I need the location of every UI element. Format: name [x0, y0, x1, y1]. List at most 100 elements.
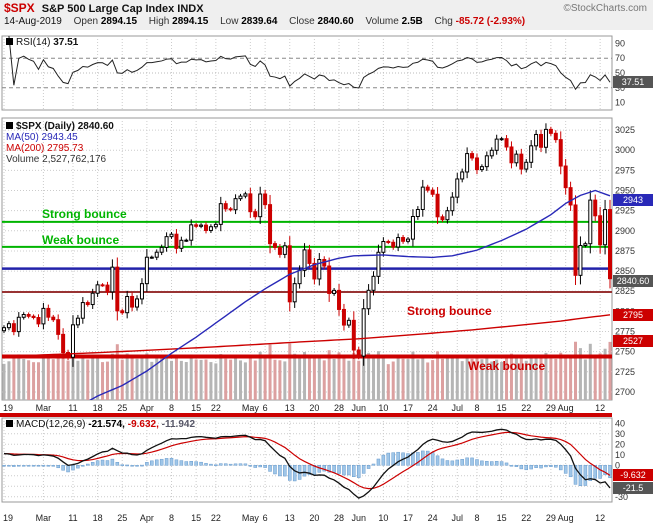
svg-text:20: 20	[615, 439, 625, 449]
ma50-value-box: 2943	[613, 194, 653, 206]
svg-text:25: 25	[117, 403, 127, 413]
svg-text:50: 50	[615, 68, 625, 78]
svg-text:8: 8	[169, 513, 174, 523]
annotation-weak-bounce-red: Weak bounce	[468, 359, 546, 373]
svg-text:28: 28	[334, 513, 344, 523]
svg-text:8: 8	[474, 403, 479, 413]
svg-text:19: 19	[3, 403, 13, 413]
svg-text:2975: 2975	[615, 165, 635, 175]
svg-text:8: 8	[169, 403, 174, 413]
header-quote-row: 14-Aug-2019 Open 2894.15 High 2894.15 Lo…	[4, 16, 652, 27]
chart-date: 14-Aug-2019	[4, 16, 62, 27]
quote-open: Open 2894.15	[73, 16, 138, 27]
svg-text:24: 24	[428, 513, 438, 523]
annotation-strong-bounce-green: Strong bounce	[42, 207, 127, 221]
spx-series-icon	[6, 122, 13, 129]
svg-text:3025: 3025	[615, 125, 635, 135]
price-legend: $SPX (Daily) 2840.60 MA(50) 2943.45 MA(2…	[6, 121, 114, 165]
svg-text:Jun: Jun	[351, 513, 366, 523]
rsi-label: RSI(14)	[16, 37, 51, 48]
svg-text:2925: 2925	[615, 206, 635, 216]
macd-label: MACD(12,26,9)	[16, 419, 86, 430]
symbol-label: $SPX	[4, 1, 35, 15]
svg-text:Aug: Aug	[558, 403, 574, 413]
rsi-value: 37.51	[53, 37, 79, 48]
quote-high: High 2894.15	[148, 16, 209, 27]
macd-signal-value: -9.632,	[127, 419, 159, 430]
svg-text:30: 30	[615, 429, 625, 439]
svg-text:18: 18	[93, 513, 103, 523]
index-title: S&P 500 Large Cap Index INDX	[41, 3, 204, 15]
svg-text:May: May	[242, 403, 260, 413]
svg-text:2900: 2900	[615, 226, 635, 236]
macd-hist-value: -11.942	[161, 419, 196, 430]
svg-text:2825: 2825	[615, 286, 635, 296]
ma200-legend: MA(200) 2795.73	[6, 143, 84, 154]
svg-text:29: 29	[546, 513, 556, 523]
rsi-legend: RSI(14) 37.51	[6, 37, 78, 48]
svg-text:2950: 2950	[615, 186, 635, 196]
red-divider-line	[0, 413, 612, 417]
svg-text:13: 13	[285, 513, 295, 523]
ma50-legend: MA(50) 2943.45	[6, 132, 78, 143]
svg-text:12: 12	[595, 403, 605, 413]
stockcharts-brand: ©StockCharts.com	[563, 3, 647, 14]
svg-text:Jul: Jul	[452, 513, 464, 523]
svg-text:22: 22	[521, 513, 531, 523]
svg-text:3000: 3000	[615, 145, 635, 155]
svg-text:22: 22	[211, 513, 221, 523]
annotation-weak-bounce-green: Weak bounce	[42, 233, 120, 247]
svg-text:20: 20	[309, 403, 319, 413]
svg-text:25: 25	[117, 513, 127, 523]
svg-text:10: 10	[615, 98, 625, 108]
svg-text:6: 6	[263, 513, 268, 523]
svg-text:22: 22	[521, 403, 531, 413]
svg-text:Mar: Mar	[36, 403, 52, 413]
svg-text:15: 15	[497, 513, 507, 523]
svg-text:10: 10	[378, 513, 388, 523]
svg-text:90: 90	[615, 38, 625, 48]
svg-text:-30: -30	[615, 492, 628, 502]
svg-text:8: 8	[474, 513, 479, 523]
svg-text:15: 15	[191, 513, 201, 523]
svg-text:2700: 2700	[615, 387, 635, 397]
quote-close: Close 2840.60	[289, 16, 354, 27]
svg-text:2875: 2875	[615, 246, 635, 256]
macd-line-value: -21.574,	[88, 419, 125, 430]
quote-low: Low 2839.64	[220, 16, 278, 27]
volume-value-box: 2527	[613, 335, 653, 347]
header-title-row: $SPX S&P 500 Large Cap Index INDX ©Stock…	[4, 1, 649, 15]
svg-text:10: 10	[378, 403, 388, 413]
svg-text:2750: 2750	[615, 347, 635, 357]
svg-text:20: 20	[309, 513, 319, 523]
svg-text:19: 19	[3, 513, 13, 523]
chart-header: $SPX S&P 500 Large Cap Index INDX ©Stock…	[0, 0, 653, 30]
macd-legend: MACD(12,26,9) -21.574, -9.632, -11.942	[6, 419, 195, 430]
svg-text:28: 28	[334, 403, 344, 413]
svg-text:17: 17	[403, 403, 413, 413]
svg-text:70: 70	[615, 53, 625, 63]
svg-text:11: 11	[68, 513, 77, 523]
svg-text:2725: 2725	[615, 367, 635, 377]
svg-text:40: 40	[615, 418, 625, 428]
svg-text:22: 22	[211, 403, 221, 413]
svg-text:Apr: Apr	[140, 513, 154, 523]
svg-text:Jun: Jun	[351, 403, 366, 413]
macd-signal-value-box: -9.632	[613, 469, 653, 481]
volume-legend: Volume 2,527,762,176	[6, 154, 107, 165]
quote-volume: Volume 2.5B	[365, 16, 423, 27]
svg-text:12: 12	[595, 513, 605, 523]
svg-text:17: 17	[403, 513, 413, 523]
svg-text:Apr: Apr	[140, 403, 154, 413]
price-legend-symbol-row: $SPX (Daily) 2840.60	[6, 121, 114, 132]
quote-change: Chg -85.72 (-2.93%)	[434, 16, 526, 27]
svg-text:18: 18	[93, 403, 103, 413]
svg-text:13: 13	[285, 403, 295, 413]
macd-series-icon	[6, 420, 13, 427]
svg-text:Aug: Aug	[558, 513, 574, 523]
annotation-strong-bounce-red: Strong bounce	[407, 304, 492, 318]
svg-text:2775: 2775	[615, 327, 635, 337]
svg-text:Jul: Jul	[452, 403, 464, 413]
